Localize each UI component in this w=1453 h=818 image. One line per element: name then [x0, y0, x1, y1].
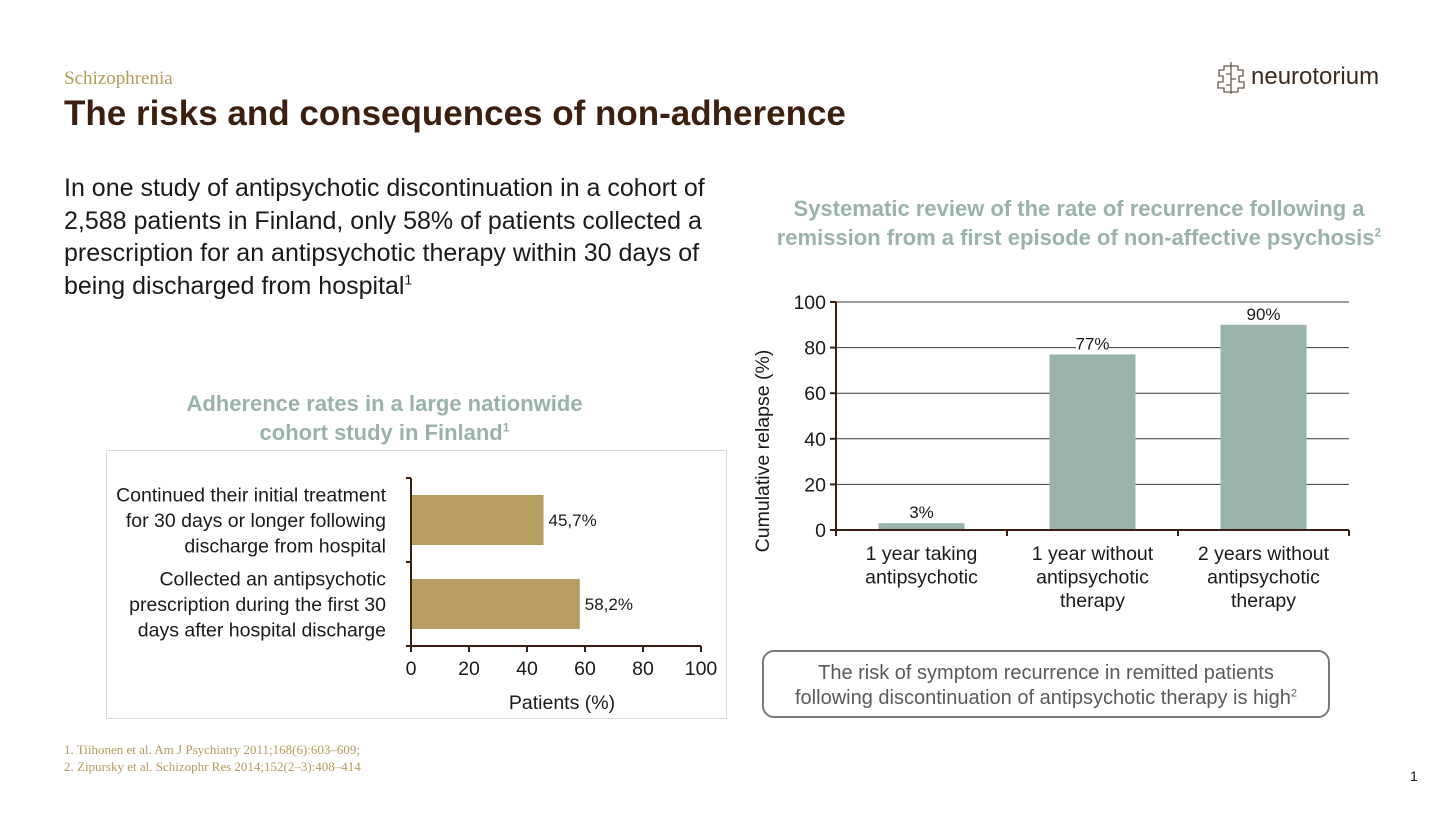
reference-1: 1. Tiihonen et al. Am J Psychiatry 2011;… — [64, 742, 360, 757]
intro-paragraph: In one study of antipsychotic discontinu… — [64, 172, 714, 302]
right-chart-title: Systematic review of the rate of recurre… — [742, 194, 1416, 252]
left-chart-title-line2: cohort study in Finland1 — [259, 420, 510, 445]
left-chart-title-line1: Adherence rates in a large nationwide — [186, 391, 583, 416]
logo-text: neurotorium — [1251, 63, 1380, 90]
relapse-category-label: antipsychotic — [865, 567, 978, 589]
relapse-y-tick-label: 80 — [804, 338, 826, 360]
relapse-bar — [878, 523, 965, 530]
references: 1. Tiihonen et al. Am J Psychiatry 2011;… — [64, 741, 361, 775]
category-label: Schizophrenia — [64, 68, 173, 89]
relapse-y-tick-label: 100 — [793, 292, 826, 314]
page-title: The risks and consequences of non-adhere… — [64, 94, 846, 133]
relapse-category-label: therapy — [1231, 590, 1296, 612]
relapse-y-tick-label: 20 — [804, 474, 826, 496]
right-chart-title-ref: 2 — [1374, 225, 1382, 240]
right-chart-title-line1: Systematic review of the rate of recurre… — [793, 196, 1365, 221]
relapse-bar-value-label: 3% — [909, 503, 934, 522]
conclusion-callout: The risk of symptom recurrence in remitt… — [762, 650, 1330, 718]
logo: neurotorium — [1215, 60, 1395, 98]
relapse-bar — [1220, 324, 1307, 530]
relapse-category-label: therapy — [1060, 590, 1125, 612]
relapse-category-label: 1 year taking — [866, 543, 978, 565]
intro-ref: 1 — [404, 272, 413, 288]
callout-line2: following discontinuation of antipsychot… — [795, 687, 1297, 709]
relapse-y-tick-label: 0 — [815, 520, 826, 542]
right-chart-title-line2: remission from a first episode of non-af… — [776, 225, 1382, 250]
relapse-value-label-bg — [910, 502, 933, 522]
relapse-y-tick-label: 60 — [804, 383, 826, 405]
relapse-value-label-bg — [1247, 303, 1280, 323]
page-number: 1 — [1410, 768, 1418, 784]
relapse-category-label: 1 year without — [1032, 543, 1154, 565]
relapse-category-label: 2 years without — [1198, 543, 1330, 565]
brain-icon — [1217, 62, 1245, 94]
callout-line1: The risk of symptom recurrence in remitt… — [818, 662, 1274, 684]
callout-ref: 2 — [1290, 687, 1297, 700]
reference-2: 2. Zipursky et al. Schizophr Res 2014;15… — [64, 759, 361, 774]
relapse-bar-value-label: 77% — [1075, 334, 1109, 353]
relapse-bar — [1049, 354, 1136, 530]
left-chart-title-ref: 1 — [502, 420, 510, 435]
left-chart-panel — [106, 450, 727, 719]
relapse-category-label: antipsychotic — [1207, 567, 1320, 589]
relapse-y-axis-label: Cumulative relapse (%) — [752, 350, 774, 553]
relapse-value-label-bg — [1076, 333, 1109, 353]
relapse-category-label: antipsychotic — [1036, 567, 1149, 589]
intro-text: In one study of antipsychotic discontinu… — [64, 174, 705, 300]
relapse-bar-value-label: 90% — [1246, 305, 1280, 324]
relapse-y-tick-label: 40 — [804, 429, 826, 451]
left-chart-title: Adherence rates in a large nationwide co… — [108, 389, 661, 447]
